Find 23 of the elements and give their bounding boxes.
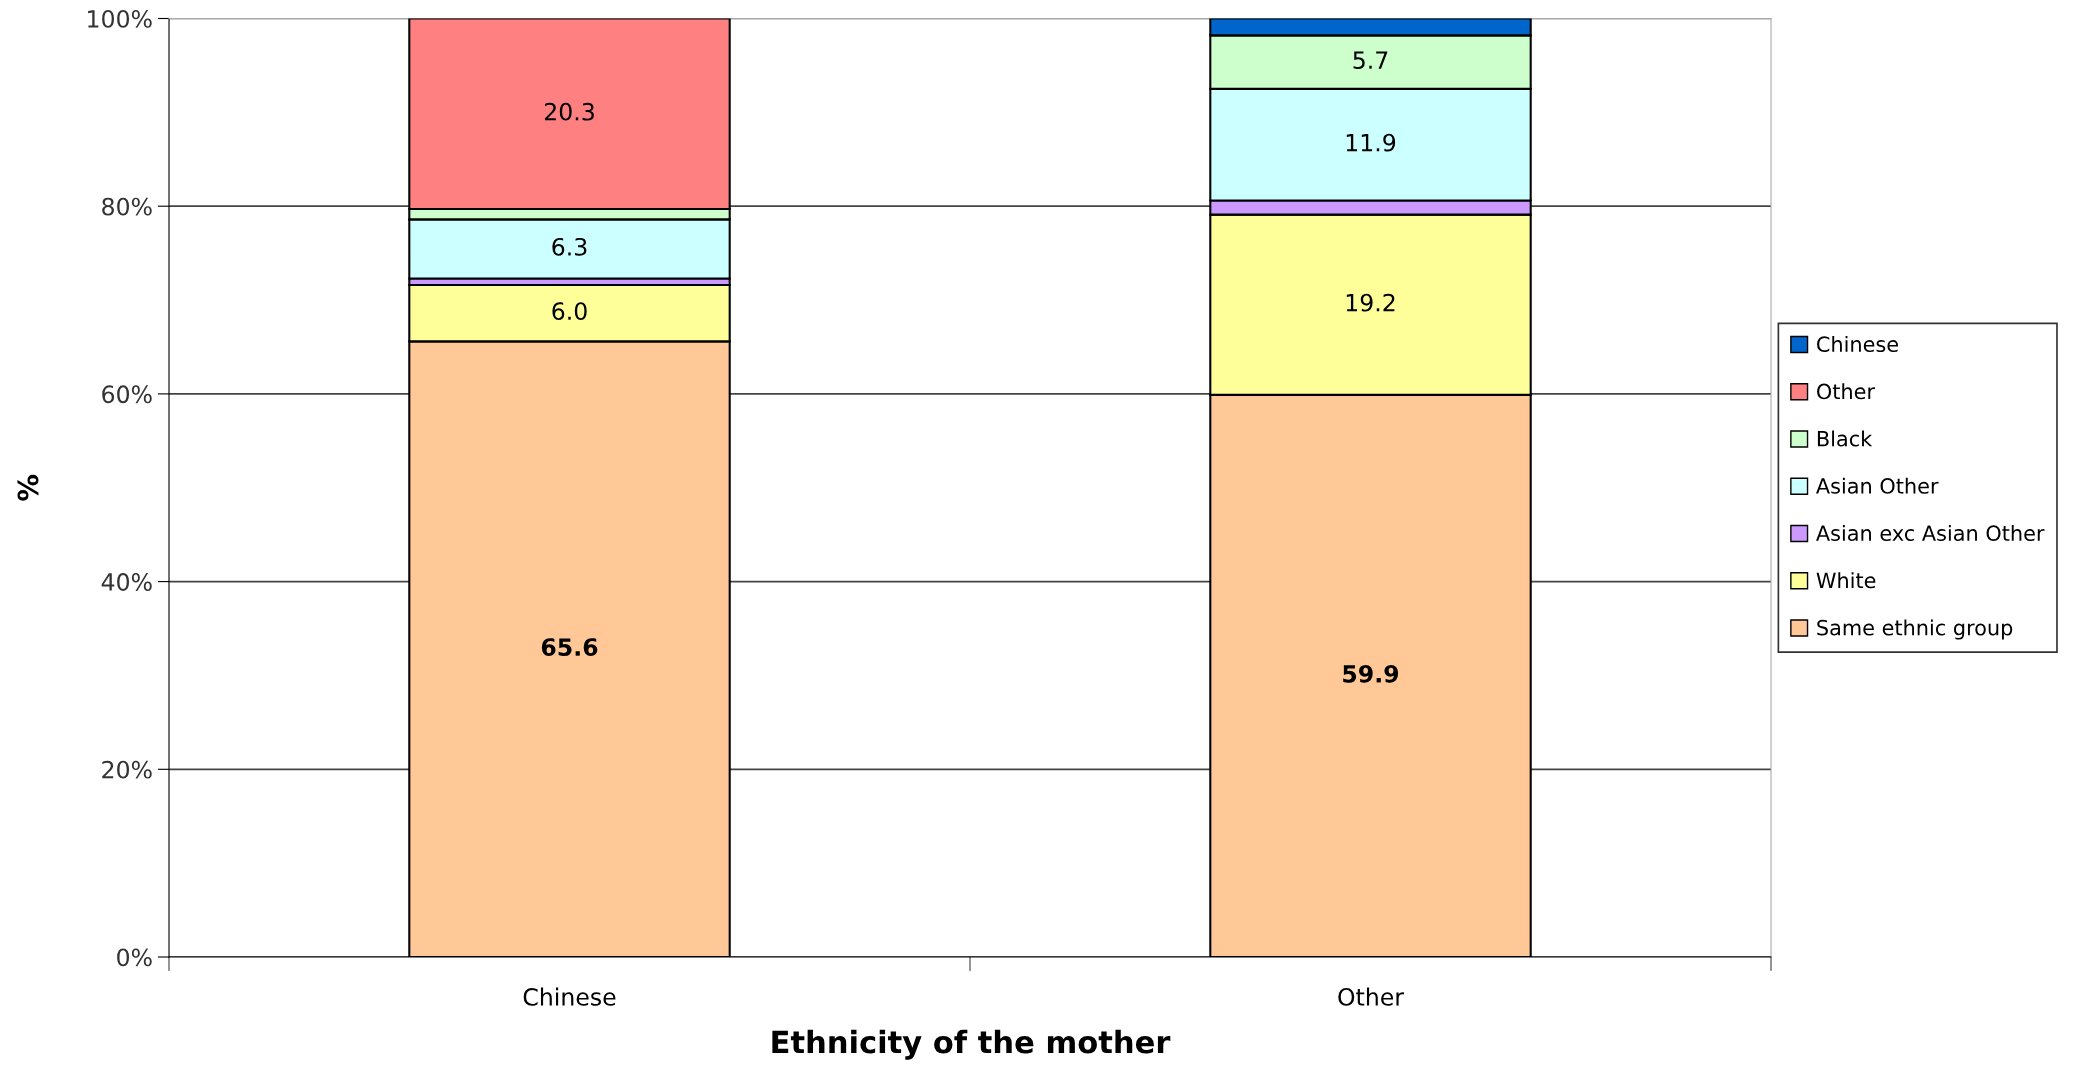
data-label: 65.6: [541, 638, 598, 657]
legend-label: Asian exc Asian Other: [1816, 524, 2045, 542]
data-label: 59.9: [1343, 664, 1399, 683]
y-tick-label: 20%: [102, 760, 152, 779]
y-tick-label: 40%: [101, 573, 152, 591]
y-tick-label: 80%: [102, 197, 152, 216]
legend-label: Black: [1817, 430, 1873, 447]
legend-label: White: [1816, 572, 1876, 589]
data-label: 11.9: [1346, 133, 1396, 152]
data-label: 6.3: [552, 237, 587, 256]
legend-label: Same ethnic group: [1817, 619, 2013, 640]
data-label: 5.7: [1353, 51, 1388, 69]
legend-label: Other: [1817, 383, 1876, 400]
data-label: 19.2: [1346, 293, 1395, 312]
y-tick-label: 100%: [88, 9, 152, 28]
y-tick-label: 60%: [102, 385, 152, 404]
y-tick-label: 0%: [117, 948, 152, 967]
legend-label: Chinese: [1817, 335, 1898, 353]
data-label: 20.3: [544, 102, 594, 121]
y-axis-title: %: [17, 474, 39, 501]
data-label: 6.0: [552, 302, 587, 321]
x-axis-title: Ethnicity of the mother: [772, 1029, 1171, 1060]
legend-label: Asian Other: [1816, 477, 1939, 494]
